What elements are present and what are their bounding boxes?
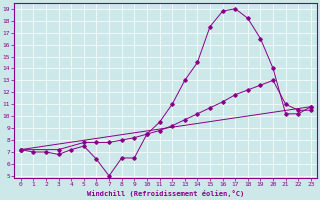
X-axis label: Windchill (Refroidissement éolien,°C): Windchill (Refroidissement éolien,°C): [87, 190, 244, 197]
